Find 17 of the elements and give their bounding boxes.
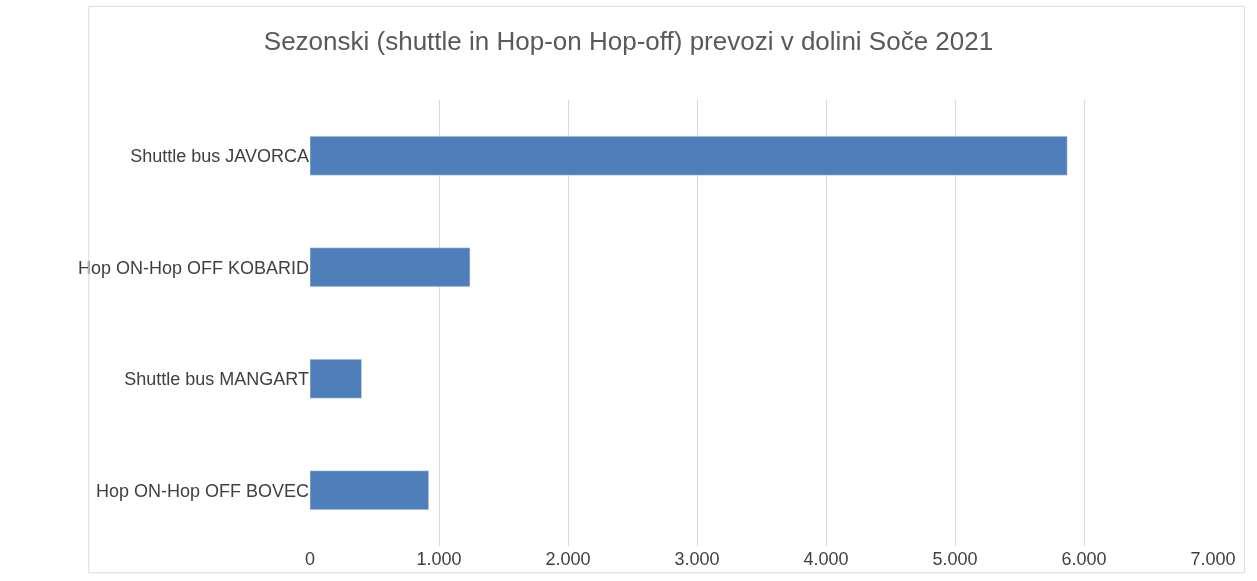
x-tick-label: 6.000 (1061, 549, 1107, 569)
y-tick-label: Shuttle bus MANGART (124, 369, 309, 390)
y-tick-label: Shuttle bus JAVORCA (130, 146, 309, 167)
bar (310, 470, 429, 511)
y-tick-label: Hop ON-Hop OFF BOVEC (95, 480, 309, 501)
bar (310, 358, 362, 399)
x-tick-label: 2.000 (545, 549, 591, 569)
bar (310, 247, 471, 288)
x-tick-label: 7.000 (1190, 549, 1236, 569)
x-tick-label: 3.000 (674, 549, 720, 569)
bar (310, 135, 1068, 176)
y-tick-label: Hop ON-Hop OFF KOBARID (77, 257, 309, 278)
chart-title: Sezonski (shuttle in Hop-on Hop-off) prevozi v dolini Soče 2021 (263, 25, 994, 56)
x-tick-label: 5.000 (932, 549, 978, 569)
x-tick-label: 4.000 (803, 549, 849, 569)
x-tick-label: 1.000 (416, 549, 462, 569)
x-tick-label: 0 (304, 549, 316, 569)
